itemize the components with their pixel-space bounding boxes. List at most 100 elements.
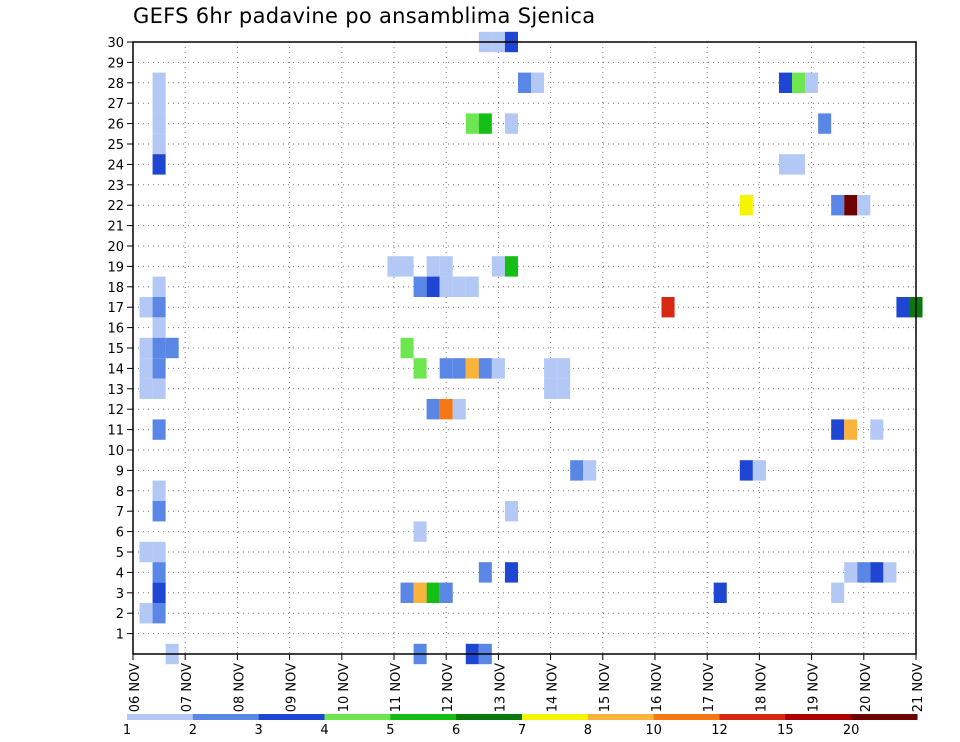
precip-cell xyxy=(557,378,571,399)
precip-cell xyxy=(844,419,858,440)
colorbar-label: 4 xyxy=(320,723,328,738)
colorbar-segment xyxy=(851,714,918,720)
precip-cells xyxy=(139,31,923,665)
precip-cell xyxy=(400,256,414,277)
colorbar-segment xyxy=(653,714,720,720)
precip-cell xyxy=(583,460,597,481)
precip-cell xyxy=(139,378,153,399)
x-tick-label: 17 NOV xyxy=(702,663,717,712)
precip-cell xyxy=(739,460,753,481)
precip-cell xyxy=(413,276,427,297)
precip-cell xyxy=(870,562,884,583)
y-tick-label: 16 xyxy=(107,322,124,337)
precip-cell xyxy=(752,460,766,481)
precip-cell xyxy=(661,297,675,318)
precip-cell xyxy=(165,337,179,359)
precip-cell xyxy=(152,562,166,583)
precip-cell xyxy=(713,582,727,603)
precip-cell xyxy=(139,541,153,563)
colorbar-label: 1 xyxy=(123,723,131,738)
colorbar-segment xyxy=(587,714,655,720)
precip-cell xyxy=(465,358,479,379)
x-tick-label: 11 NOV xyxy=(389,663,404,712)
precip-cell xyxy=(139,297,153,318)
precip-cell xyxy=(517,72,532,93)
colorbar-label: 10 xyxy=(645,723,662,738)
colorbar-label: 8 xyxy=(584,723,592,738)
precip-cell xyxy=(844,195,858,216)
precip-cell xyxy=(452,358,466,379)
precip-cell xyxy=(152,541,166,563)
colorbar-segment xyxy=(785,714,852,720)
precip-cell xyxy=(426,276,440,297)
precip-cell xyxy=(439,256,453,277)
x-tick-label: 19 NOV xyxy=(807,663,822,712)
y-tick-label: 12 xyxy=(107,403,124,418)
precip-cell xyxy=(831,195,845,216)
colorbar-segment xyxy=(390,714,457,720)
precip-cell xyxy=(152,317,166,338)
x-tick-label: 13 NOV xyxy=(493,663,508,712)
x-tick-label: 21 NOV xyxy=(911,663,926,712)
y-tick-label: 14 xyxy=(107,362,124,377)
x-tick-label: 07 NOV xyxy=(180,663,195,712)
colorbar-segment xyxy=(522,714,589,720)
y-tick-label: 13 xyxy=(107,383,124,398)
y-tick-label: 18 xyxy=(107,281,124,296)
precip-cell xyxy=(478,113,492,134)
precip-cell xyxy=(778,154,793,175)
y-tick-label: 6 xyxy=(116,526,124,541)
y-tick-label: 20 xyxy=(107,240,124,255)
colorbar-segment xyxy=(127,714,194,720)
precip-cell xyxy=(152,337,166,359)
precip-cell xyxy=(413,358,427,379)
y-tick-label: 11 xyxy=(107,424,124,439)
axes: 1234567891011121314151617181920212223242… xyxy=(107,36,926,712)
precip-cell xyxy=(504,562,518,583)
y-tick-label: 29 xyxy=(107,56,124,71)
precip-cell xyxy=(857,562,871,583)
precip-cell xyxy=(857,195,871,216)
x-tick-label: 10 NOV xyxy=(337,663,352,712)
colorbar-label: 7 xyxy=(518,723,526,738)
precip-cell xyxy=(478,358,492,379)
precip-cell xyxy=(152,501,166,522)
precip-cell xyxy=(152,133,166,155)
y-tick-label: 9 xyxy=(116,464,124,479)
x-tick-label: 12 NOV xyxy=(441,663,456,712)
colorbar-label: 5 xyxy=(386,723,394,738)
precip-cell xyxy=(504,113,518,134)
colorbar-segment xyxy=(258,714,325,720)
precip-cell xyxy=(452,399,466,420)
precip-cell xyxy=(152,297,166,318)
precip-cell xyxy=(387,256,401,277)
colorbar: 1 2 3 4 5 6 7 8 10 12 15 20 xyxy=(123,714,918,738)
precip-cell xyxy=(139,358,153,379)
precip-cell xyxy=(739,195,753,216)
x-tick-label: 16 NOV xyxy=(650,663,665,712)
colorbar-label: 12 xyxy=(711,723,728,738)
y-tick-label: 17 xyxy=(107,301,124,316)
colorbar-label: 3 xyxy=(255,723,263,738)
precip-cell xyxy=(544,358,558,379)
y-tick-label: 5 xyxy=(116,546,124,561)
x-tick-label: 08 NOV xyxy=(232,663,247,712)
precip-cell xyxy=(778,72,793,93)
precip-cell xyxy=(831,582,845,603)
y-tick-label: 7 xyxy=(116,505,124,520)
chart-title: GEFS 6hr padavine po ansamblima Sjenica xyxy=(133,4,596,28)
y-tick-label: 26 xyxy=(107,118,124,133)
precip-cell xyxy=(478,562,492,583)
colorbar-segment xyxy=(192,714,260,720)
precip-cell xyxy=(152,603,166,624)
precip-cell xyxy=(831,419,845,440)
precip-cell xyxy=(152,378,166,399)
colorbar-segment xyxy=(719,714,786,720)
precip-cell xyxy=(139,337,153,359)
y-tick-label: 1 xyxy=(116,628,124,643)
precip-cell xyxy=(152,480,166,501)
x-tick-label: 15 NOV xyxy=(598,663,613,712)
precip-cell xyxy=(400,582,414,603)
x-tick-label: 18 NOV xyxy=(754,663,769,712)
colorbar-label: 20 xyxy=(843,723,860,738)
